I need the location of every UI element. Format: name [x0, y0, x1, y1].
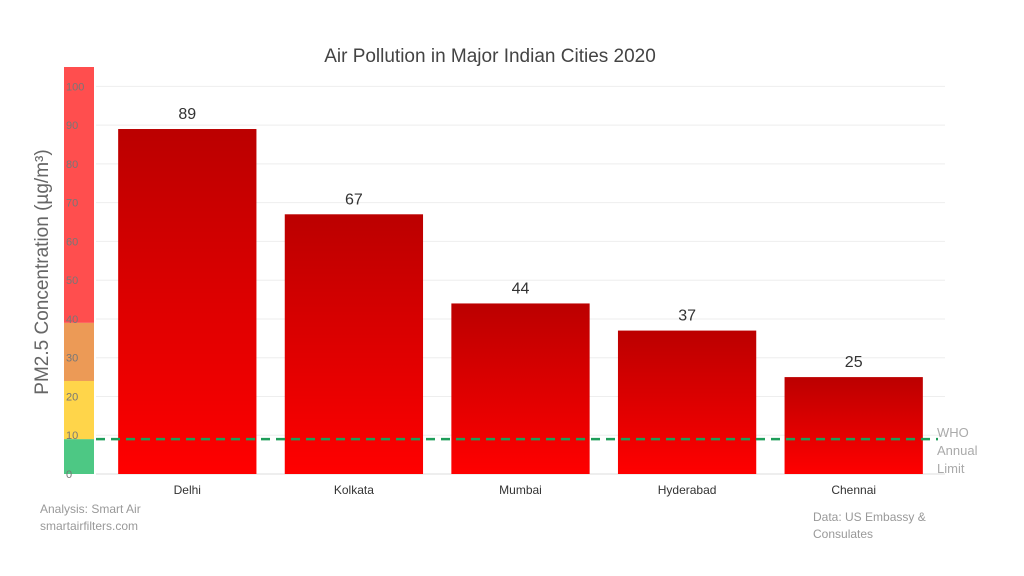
y-tick-label: 80 — [66, 159, 78, 171]
bar-hyderabad — [617, 330, 757, 474]
data-source: Data: US Embassy & — [813, 510, 926, 524]
y-tick-label: 20 — [66, 391, 78, 403]
aqi-band-2 — [64, 322, 94, 381]
category-label: Mumbai — [499, 483, 542, 497]
value-label: 44 — [512, 280, 530, 297]
bars — [118, 129, 923, 475]
bar-chennai — [784, 377, 923, 474]
value-label: 67 — [345, 191, 363, 208]
y-tick-label: 50 — [66, 275, 78, 287]
bar-delhi — [118, 129, 257, 474]
aqi-band-1 — [64, 380, 94, 440]
bar-mumbai — [451, 303, 590, 474]
value-label: 25 — [845, 354, 863, 371]
category-label: Delhi — [174, 483, 201, 497]
value-labels: 89 67 44 37 25 — [178, 106, 862, 371]
value-label: 37 — [678, 308, 696, 325]
category-label: Chennai — [831, 483, 876, 497]
aqi-color-bands — [64, 67, 94, 474]
y-tick-label: 90 — [66, 120, 78, 132]
y-tick-label: 70 — [66, 198, 78, 210]
data-source-cont: Consulates — [813, 527, 873, 541]
y-axis-ticks: 0 10 20 30 40 50 60 70 80 90 100 — [66, 81, 84, 481]
category-label: Hyderabad — [658, 483, 717, 497]
value-label: 89 — [178, 106, 196, 123]
aqi-band-0 — [64, 439, 94, 474]
category-label: Kolkata — [334, 483, 374, 497]
aqi-band-3 — [64, 67, 94, 323]
chart-title: Air Pollution in Major Indian Cities 202… — [324, 46, 656, 67]
y-tick-label: 30 — [66, 353, 78, 365]
y-tick-label: 10 — [66, 430, 78, 442]
y-tick-label: 0 — [66, 469, 72, 481]
analysis-website: smartairfilters.com — [40, 519, 138, 533]
y-tick-label: 40 — [66, 314, 78, 326]
y-tick-label: 100 — [66, 81, 84, 93]
y-tick-label: 60 — [66, 236, 78, 248]
bar-kolkata — [284, 214, 424, 475]
analysis-credit: Analysis: Smart Air — [40, 502, 141, 516]
y-axis-label: PM2.5 Concentration (µg/m³) — [32, 149, 53, 394]
who-limit-label: WHO Annual Limit — [937, 425, 978, 476]
x-axis-categories: Delhi Kolkata Mumbai Hyderabad Chennai — [174, 483, 876, 497]
